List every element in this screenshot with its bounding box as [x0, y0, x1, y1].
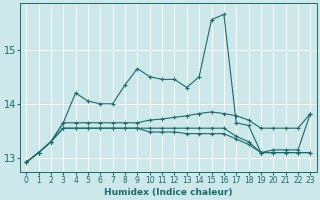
X-axis label: Humidex (Indice chaleur): Humidex (Indice chaleur): [104, 188, 233, 197]
